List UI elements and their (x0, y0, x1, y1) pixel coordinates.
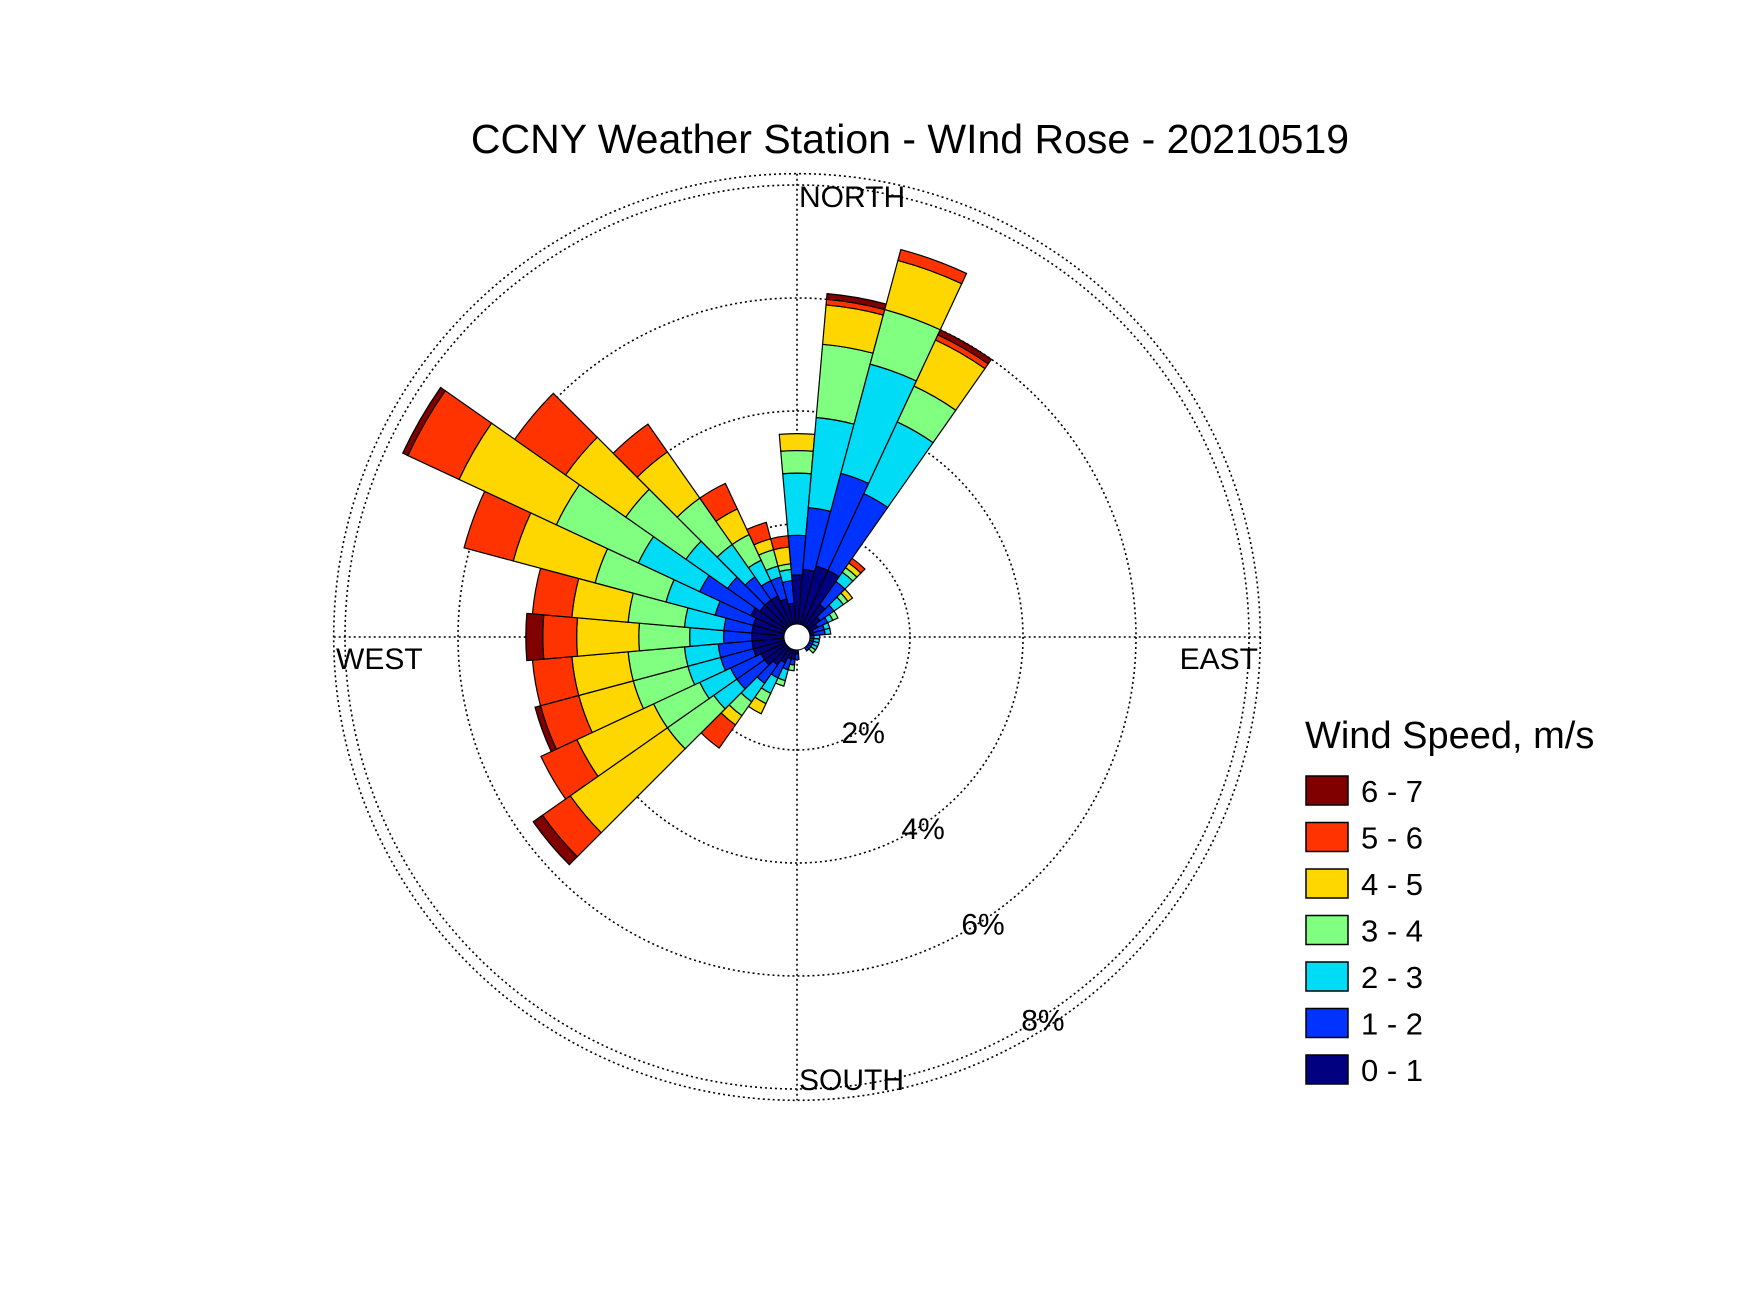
sector-80-bin-2 (823, 627, 832, 636)
sector-240-bin-5 (540, 738, 599, 800)
wind-rose-sectors (401, 248, 993, 866)
radial-tick-labels: 2% 4% 6% 8% (842, 717, 1065, 1038)
legend-swatch-1 (1305, 1007, 1349, 1039)
grid-ring-2 (570, 410, 1024, 864)
direction-label-east: EAST (1180, 643, 1258, 676)
sector-50-bin-4 (840, 588, 854, 603)
legend-swatch-4 (1305, 868, 1349, 899)
direction-label-west: WEST (336, 643, 423, 676)
legend-swatch-6 (1305, 775, 1349, 806)
center-hole (783, 623, 811, 651)
direction-label-south: SOUTH (799, 1064, 904, 1097)
legend: 6 - 7 5 - 6 4 - 5 3 - 4 2 - 3 1 - 2 0 - 1 (1305, 774, 1423, 1088)
radial-tick-label-1: 2% (842, 717, 885, 750)
sector-60-bin-3 (828, 610, 839, 622)
sector-250-bin-6 (534, 704, 558, 753)
grid-ring-3 (457, 297, 1137, 977)
legend-swatch-5 (1305, 821, 1349, 853)
sector-270-bin-4 (576, 617, 641, 657)
radial-tick-label-4: 8% (1021, 1005, 1064, 1038)
legend-label-1: 1 - 2 (1361, 1007, 1423, 1042)
sector-350-bin-5 (769, 535, 790, 551)
legend-label-4: 4 - 5 (1361, 867, 1423, 902)
sector-320-bin-5 (612, 423, 669, 479)
sector-0-bin-4 (778, 432, 816, 452)
sector-270-bin-5 (542, 614, 579, 660)
legend-swatch-3 (1305, 914, 1349, 946)
chart-title: CCNY Weather Station - WInd Rose - 20210… (471, 116, 1349, 162)
legend-label-3: 3 - 4 (1361, 914, 1423, 949)
legend-swatch-2 (1305, 961, 1349, 992)
sector-270-bin-6 (525, 612, 545, 662)
direction-label-north: NORTH (799, 181, 905, 214)
legend-swatch-0 (1305, 1054, 1349, 1085)
legend-label-2: 2 - 3 (1361, 960, 1423, 995)
sector-300-bin-6 (401, 386, 447, 457)
radial-tick-label-3: 6% (961, 909, 1004, 942)
sector-330-bin-5 (698, 482, 739, 523)
legend-title: Wind Speed, m/s (1305, 715, 1594, 757)
legend-label-5: 5 - 6 (1361, 821, 1423, 856)
sector-130-bin-3 (808, 645, 817, 654)
legend-label-6: 6 - 7 (1361, 774, 1423, 809)
sector-30-bin-6 (937, 328, 993, 365)
sector-230-bin-6 (532, 814, 579, 866)
sector-340-bin-5 (746, 521, 772, 546)
sector-0-bin-3 (780, 449, 814, 475)
sector-40-bin-5 (848, 557, 866, 574)
sector-310-bin-5 (513, 392, 599, 476)
legend-label-0: 0 - 1 (1361, 1053, 1423, 1088)
radial-tick-label-2: 4% (901, 813, 944, 846)
sector-20-bin-5 (897, 248, 968, 285)
